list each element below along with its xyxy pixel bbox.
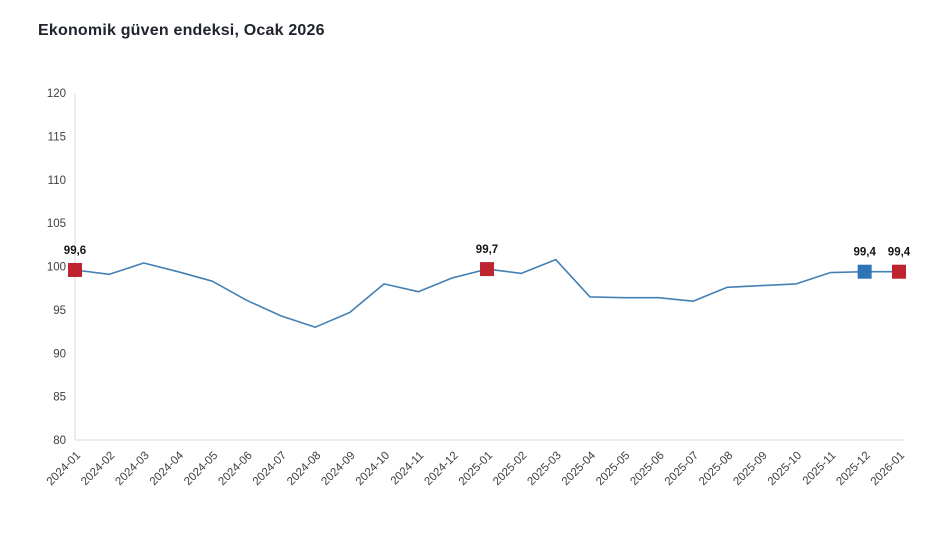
x-tick-label: 2025-05 (594, 450, 632, 488)
y-tick-label: 95 (53, 305, 66, 317)
data-point-label-2024-01: 99,6 (64, 245, 86, 257)
x-tick-label: 2025-04 (560, 449, 599, 488)
x-tick-label: 2025-12 (834, 450, 872, 488)
chart-title: Ekonomik güven endeksi, Ocak 2026 (38, 22, 325, 39)
x-tick-label: 2025-08 (697, 450, 735, 488)
x-tick-label: 2024-09 (319, 450, 357, 488)
data-point-label-2025-01: 99,7 (476, 244, 498, 256)
x-tick-label: 2025-07 (663, 450, 701, 488)
y-tick-label: 105 (47, 218, 66, 230)
x-tick-label: 2025-09 (731, 450, 769, 488)
y-tick-label: 110 (48, 175, 66, 187)
x-tick-label: 2025-10 (766, 450, 804, 488)
x-tick-label: 2024-02 (79, 450, 117, 488)
x-tick-label: 2026-01 (869, 450, 907, 488)
x-tick-label: 2024-04 (148, 449, 187, 488)
y-tick-label: 80 (53, 435, 66, 447)
y-tick-label: 85 (53, 392, 66, 404)
y-tick-label: 90 (53, 348, 66, 360)
data-point-marker-2025-01[interactable] (480, 262, 494, 277)
x-tick-label: 2024-05 (182, 450, 220, 488)
data-point-marker-2024-01[interactable] (68, 262, 82, 277)
x-tick-label: 2024-06 (216, 450, 254, 488)
y-tick-label: 115 (48, 131, 66, 143)
y-tick-label: 100 (47, 262, 66, 274)
x-tick-label: 2025-06 (628, 450, 666, 488)
y-tick-label: 120 (47, 88, 66, 100)
x-tick-label: 2025-02 (491, 450, 529, 488)
data-point-marker-2026-01[interactable] (892, 264, 906, 279)
data-point-marker-2025-12[interactable] (857, 264, 872, 279)
x-tick-label: 2024-07 (251, 450, 289, 488)
x-tick-label: 2024-01 (45, 450, 83, 488)
x-tick-label: 2025-11 (801, 450, 839, 488)
x-tick-label: 2025-01 (457, 450, 495, 488)
data-point-label-2025-12: 99,4 (853, 247, 876, 259)
x-tick-label: 2025-03 (525, 450, 563, 488)
x-tick-label: 2024-03 (113, 450, 151, 488)
data-point-label-2026-01: 99,4 (888, 247, 911, 259)
x-tick-label: 2024-12 (422, 450, 460, 488)
x-tick-label: 2024-10 (354, 450, 392, 488)
x-tick-label: 2024-08 (285, 450, 323, 488)
x-tick-label: 2024-11 (389, 450, 427, 488)
